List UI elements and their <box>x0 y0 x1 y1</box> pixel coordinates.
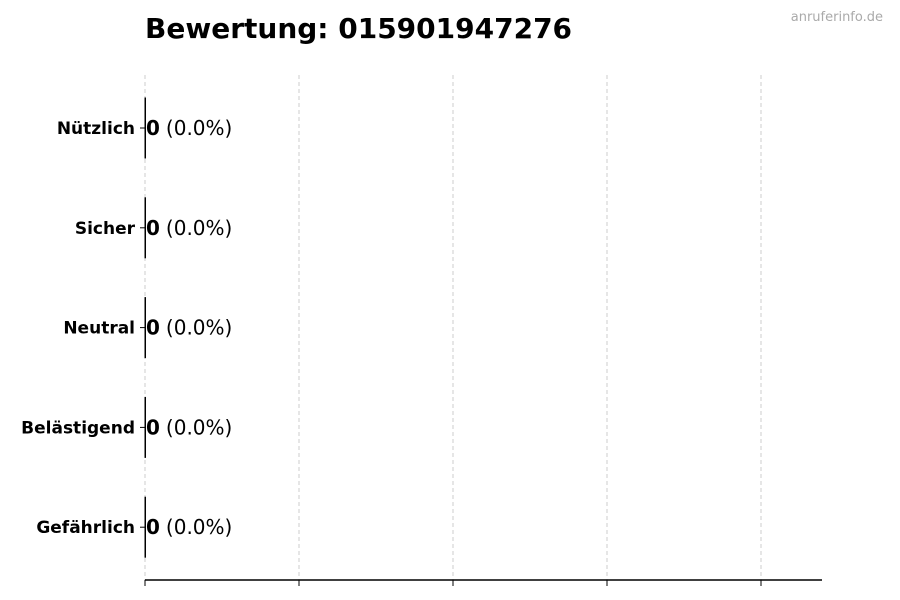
y-tick-label: Nützlich <box>57 119 135 139</box>
data-label-percent: (0.0%) <box>166 415 232 439</box>
chart-title: Bewertung: 015901947276 <box>145 12 573 45</box>
data-label: 0 (0.0%) <box>146 515 232 539</box>
data-label-percent: (0.0%) <box>166 316 232 340</box>
data-label: 0 (0.0%) <box>146 415 232 439</box>
data-label-percent: (0.0%) <box>166 116 232 140</box>
data-label: 0 (0.0%) <box>146 116 232 140</box>
data-label-count: 0 <box>146 116 160 140</box>
y-tick-label: Neutral <box>63 319 135 339</box>
y-tick-label: Sicher <box>75 219 136 239</box>
data-label-percent: (0.0%) <box>166 216 232 240</box>
data-label: 0 (0.0%) <box>146 216 232 240</box>
y-tick-label: Belästigend <box>21 418 135 438</box>
data-label-percent: (0.0%) <box>166 515 232 539</box>
data-label-count: 0 <box>146 515 160 539</box>
data-label-count: 0 <box>146 216 160 240</box>
y-tick-label: Gefährlich <box>36 518 135 538</box>
data-label-count: 0 <box>146 415 160 439</box>
watermark: anruferinfo.de <box>790 10 883 25</box>
data-label-count: 0 <box>146 316 160 340</box>
data-label: 0 (0.0%) <box>146 316 232 340</box>
